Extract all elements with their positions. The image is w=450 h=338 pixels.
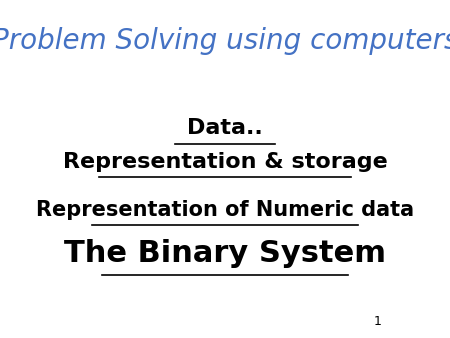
Text: Representation & storage: Representation & storage [63, 152, 387, 172]
Text: Problem Solving using computers: Problem Solving using computers [0, 27, 450, 54]
Text: 1: 1 [374, 315, 381, 328]
Text: Representation of Numeric data: Representation of Numeric data [36, 199, 414, 220]
Text: The Binary System: The Binary System [64, 239, 386, 268]
Text: Data..: Data.. [187, 118, 263, 139]
